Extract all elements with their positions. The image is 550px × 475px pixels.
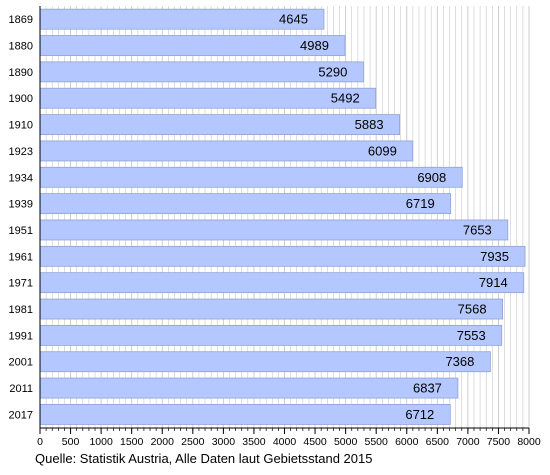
tick-label-7000: 7000 <box>456 436 480 448</box>
tick-label-7500: 7500 <box>487 436 511 448</box>
tick-label-2500: 2500 <box>181 436 205 448</box>
category-label-1991: 1991 <box>9 330 33 342</box>
category-label-1869: 1869 <box>9 14 33 26</box>
category-label-1910: 1910 <box>9 120 33 132</box>
value-label-1981: 7568 <box>458 302 487 317</box>
category-label-2017: 2017 <box>9 409 33 421</box>
value-label-1869: 4645 <box>279 12 308 27</box>
bar-2011 <box>39 377 459 399</box>
category-label-1934: 1934 <box>9 172 33 184</box>
category-label-1961: 1961 <box>9 251 33 263</box>
value-labels: 4645 4989 5290 5492 5883 6099 6908 6719 7653 7935… <box>279 12 509 422</box>
bar-1910 <box>39 114 400 135</box>
category-label-1890: 1890 <box>9 67 33 79</box>
tick-label-4000: 4000 <box>273 436 297 448</box>
bar-1971 <box>39 272 525 294</box>
category-label-2011: 2011 <box>9 383 33 395</box>
value-label-1900: 5492 <box>331 91 360 106</box>
bar-1890 <box>39 61 364 83</box>
category-label-1971: 1971 <box>9 278 33 290</box>
value-label-1991: 7553 <box>457 328 486 343</box>
tick-label-8000: 8000 <box>517 436 541 448</box>
source-caption: Quelle: Statistik Austria, Alle Daten la… <box>35 451 373 466</box>
bar-1923 <box>39 140 414 162</box>
value-label-1880: 4989 <box>300 38 329 53</box>
bar-1961 <box>39 245 526 267</box>
tick-label-1500: 1500 <box>120 436 144 448</box>
bar-2017 <box>39 404 451 425</box>
value-label-1971: 7914 <box>479 275 508 290</box>
tick-label-5500: 5500 <box>365 436 389 448</box>
category-label-1951: 1951 <box>9 225 33 237</box>
category-label-1900: 1900 <box>9 93 33 105</box>
value-label-2011: 6837 <box>413 381 442 396</box>
bar-1934 <box>39 166 463 188</box>
tick-label-6500: 6500 <box>426 436 450 448</box>
value-label-1923: 6099 <box>368 143 397 158</box>
tick-label-0: 0 <box>37 436 43 448</box>
tick-label-4500: 4500 <box>303 436 327 448</box>
bar-1939 <box>39 193 452 215</box>
category-label-1981: 1981 <box>9 304 33 316</box>
tick-label-2000: 2000 <box>151 436 175 448</box>
category-label-1880: 1880 <box>9 41 33 53</box>
bar-1981 <box>39 298 503 320</box>
value-label-1910: 5883 <box>355 117 384 132</box>
tick-label-3500: 3500 <box>242 436 266 448</box>
bars <box>39 8 526 425</box>
tick-label-500: 500 <box>62 436 80 448</box>
value-label-1939: 6719 <box>406 196 435 211</box>
value-label-2001: 7368 <box>445 354 474 369</box>
tick-label-6000: 6000 <box>395 436 419 448</box>
tick-label-5000: 5000 <box>334 436 358 448</box>
category-label-1923: 1923 <box>9 146 33 158</box>
bar-1951 <box>39 219 509 241</box>
tick-label-1000: 1000 <box>89 436 113 448</box>
bar-2001 <box>39 351 491 373</box>
value-label-2017: 6712 <box>405 407 434 422</box>
x-axis: 0 500 1000 1500 2000 2500 3000 3500 4000 4500 5000… <box>37 6 541 448</box>
category-labels: 1869 1880 1890 1900 1910 1923 1934 1939 1951 1961… <box>9 14 33 421</box>
tick-label-3000: 3000 <box>212 436 236 448</box>
value-label-1934: 6908 <box>417 170 446 185</box>
bar-1991 <box>39 324 503 346</box>
category-label-2001: 2001 <box>9 357 33 369</box>
value-label-1961: 7935 <box>480 249 509 264</box>
value-label-1951: 7653 <box>463 222 492 237</box>
category-label-1939: 1939 <box>9 199 33 211</box>
value-label-1890: 5290 <box>318 64 347 79</box>
bar-1900 <box>39 87 377 109</box>
